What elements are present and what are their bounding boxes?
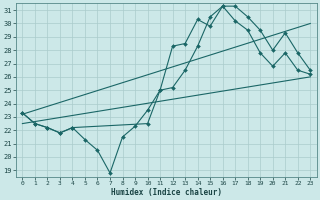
- X-axis label: Humidex (Indice chaleur): Humidex (Indice chaleur): [111, 188, 222, 197]
